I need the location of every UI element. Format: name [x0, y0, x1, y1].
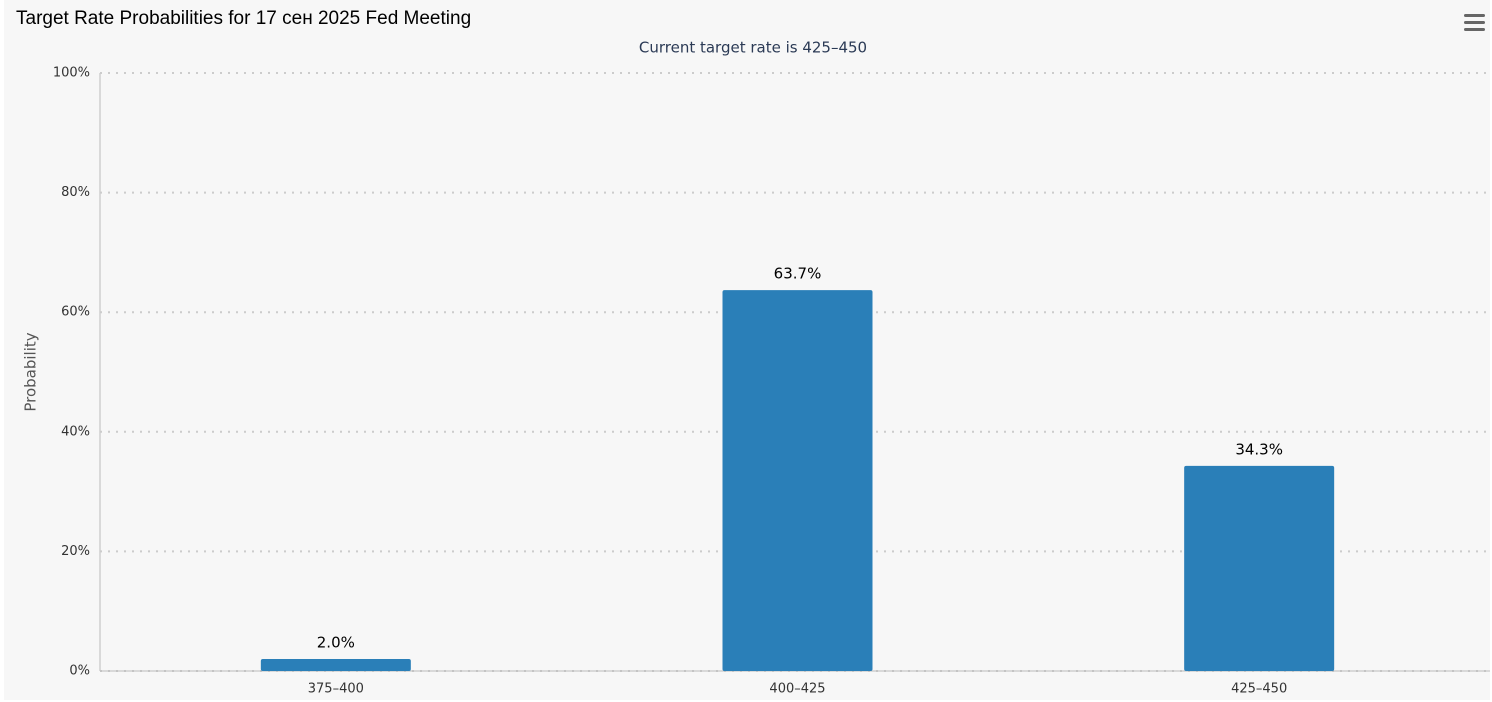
y-tick-label: 60% [61, 305, 90, 320]
x-tick-label: 425–450 [1231, 682, 1287, 697]
y-tick-label: 80% [61, 185, 90, 200]
y-tick-label: 40% [61, 424, 90, 439]
chart-title: Target Rate Probabilities for 17 сен 202… [16, 8, 471, 29]
bar [260, 659, 411, 671]
bar [1184, 465, 1335, 671]
value-label: 34.3% [1235, 440, 1283, 458]
x-tick-label: 375–400 [308, 682, 364, 697]
y-tick-label: 0% [69, 664, 90, 679]
value-label: 2.0% [317, 634, 355, 652]
value-label: 63.7% [774, 265, 822, 283]
menu-bar [1464, 21, 1485, 24]
menu-button[interactable] [1464, 14, 1485, 31]
menu-bar [1464, 28, 1485, 31]
y-axis-label: Probability [22, 332, 40, 411]
chart-subtitle: Current target rate is 425–450 [639, 39, 867, 57]
y-tick-label: 20% [61, 544, 90, 559]
menu-bar [1464, 14, 1485, 17]
y-tick-label: 100% [53, 66, 90, 81]
x-tick-label: 400–425 [769, 682, 825, 697]
bar [722, 290, 873, 671]
